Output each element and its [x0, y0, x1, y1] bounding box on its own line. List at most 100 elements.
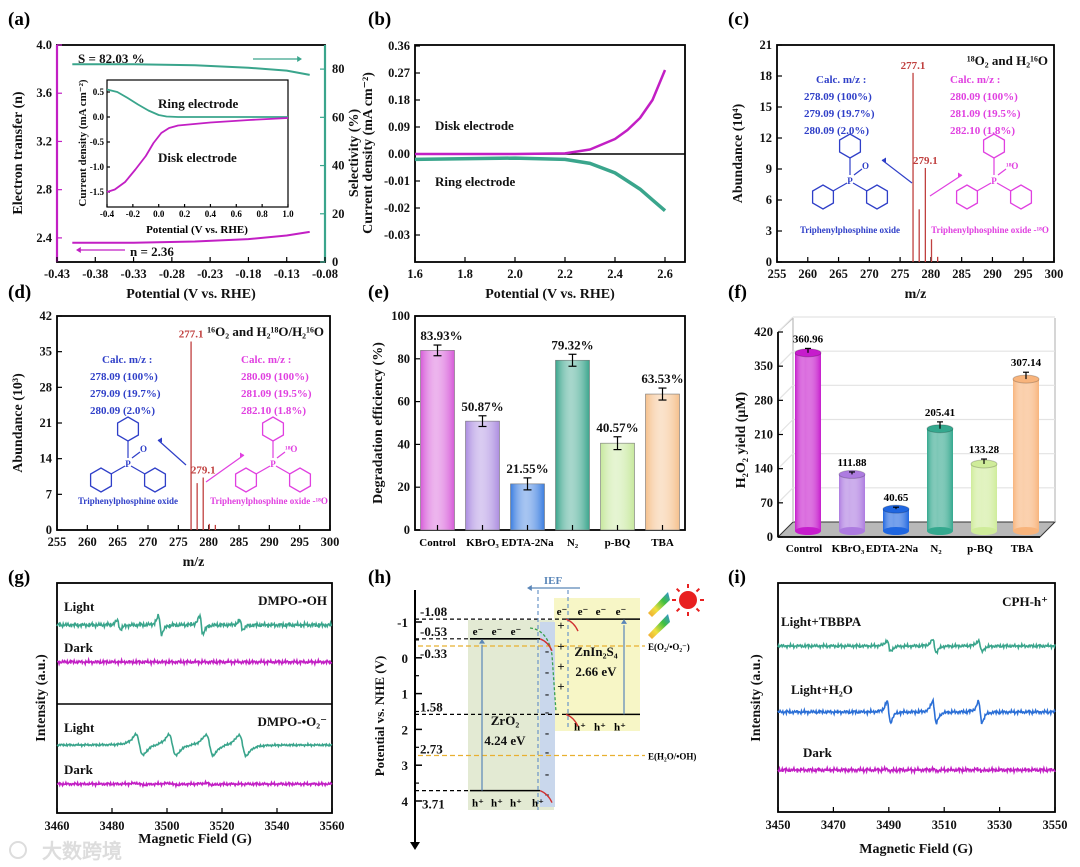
sun-icon: [672, 584, 704, 616]
x-tick-label: 1.6: [407, 267, 423, 281]
redox-value: 2.73: [420, 742, 443, 757]
inset-y-tick-label: 0.5: [93, 87, 105, 97]
inset-y-tick-label: -1.0: [90, 162, 105, 172]
oxygen-atom: ¹⁸O: [1006, 161, 1018, 171]
y-tick-label: 210: [754, 428, 773, 442]
inset-x-tick-label: 0.8: [257, 209, 269, 219]
arrow-head: [479, 638, 485, 644]
x-tick-label: 3510: [932, 818, 957, 832]
interface-region: [540, 622, 555, 807]
y-tick-label: 0: [404, 523, 410, 537]
watermark: 大数跨境: [42, 839, 122, 863]
y-tick-label: 100: [391, 309, 410, 323]
electron-label: e⁻: [492, 626, 503, 638]
cylinder-shading: [971, 463, 997, 531]
x-tick-label: 2.4: [607, 267, 623, 281]
y-tick-label: 60: [332, 110, 345, 124]
arrow-to-molecule: [881, 159, 913, 184]
y-tick-label: 0.09: [388, 120, 410, 134]
negative-charge: -: [545, 766, 549, 781]
inset-y-tick-label: -0.5: [90, 137, 105, 147]
oxygen-atom: ¹⁸O: [285, 444, 297, 454]
light-ray-icon: [648, 614, 670, 639]
selectivity-line: [72, 63, 310, 76]
y-tick-label: 3: [766, 224, 772, 238]
dark-oh-spectrum: [57, 656, 333, 668]
molecule-name-left: Triphenylphosphine oxide: [800, 225, 900, 235]
y-tick-label: 28: [40, 380, 53, 394]
electron-label: e⁻: [473, 626, 484, 638]
panel-label: (f): [728, 282, 747, 303]
x-tick-label: Control: [786, 543, 822, 555]
cylinder-bottom: [795, 527, 821, 535]
dark-label: Dark: [803, 745, 833, 760]
bond: [976, 182, 992, 192]
negative-charge: -: [545, 786, 549, 801]
x-axis-label: Magnetic Field (G): [138, 832, 252, 847]
arrow-to-molecule: [929, 174, 963, 197]
calc-mz-right: 280.09 (100%): [950, 91, 1018, 103]
x-tick-label: 260: [78, 535, 97, 549]
bond: [275, 465, 291, 475]
y-tick-label: 80: [398, 352, 411, 366]
y-axis-label-right: Selectivity (%): [347, 109, 362, 198]
positive-charge: +: [557, 659, 564, 674]
y-axis-label: Degradation efficiency (%): [371, 342, 386, 504]
y-tick-label: 6: [766, 193, 772, 207]
phosphorus-atom: P: [125, 459, 131, 469]
y-tick-label: 14: [40, 452, 53, 466]
phenyl-ring-icon: [982, 133, 1006, 159]
calc-mz-right: 281.09 (19.5%): [950, 108, 1021, 120]
x-tick-label: -0.08: [312, 267, 338, 281]
light-label: Light: [64, 720, 95, 735]
bar-highlight: [555, 359, 590, 531]
y-tick-label: 1: [402, 687, 409, 702]
y-tick-label: 70: [761, 496, 774, 510]
ring-electrode-label: Ring electrode: [158, 96, 238, 111]
cylinder-shading: [839, 474, 865, 531]
y-tick-label: 0.27: [388, 66, 410, 80]
bar-highlight: [465, 420, 500, 531]
x-tick-label: 280: [199, 535, 218, 549]
bond: [996, 182, 1012, 192]
band-bending-icon: [539, 638, 553, 652]
y-tick-label: 280: [754, 393, 773, 407]
double-bond: [997, 168, 1007, 176]
x-tick-label: 255: [48, 535, 67, 549]
y-tick-label: 35: [40, 345, 53, 359]
calc-mz-left: 279.09 (19.7%): [90, 388, 161, 400]
disk-electrode-curve: [415, 69, 667, 156]
calc-mz-right: 280.09 (100%): [241, 371, 309, 383]
gridline: [777, 419, 794, 435]
y-axis-label: H₂O₂ yield (μM): [734, 391, 749, 488]
arrow-to-molecule: [157, 439, 187, 466]
zro2-label: ZrO₂: [491, 713, 520, 728]
inset-x-tick-label: -0.2: [126, 209, 141, 219]
x-axis-label: m/z: [183, 555, 205, 570]
x-tick-label: -0.28: [159, 267, 185, 281]
molecule-name-left: Triphenylphosphine oxide: [78, 496, 178, 506]
y-tick-label: 2: [402, 722, 409, 737]
y-tick-label: 2.4: [36, 231, 52, 245]
y-tick-label: 0.36: [388, 39, 410, 53]
y-tick-label: 80: [332, 62, 345, 76]
bar-value-label: 40.57%: [596, 420, 638, 435]
peak-label: 279.1: [191, 465, 216, 477]
disk-electrode-label: Disk electrode: [158, 150, 237, 165]
x-tick-label: 260: [798, 267, 817, 281]
bar-value-label: 205.41: [925, 407, 955, 419]
phenyl-ring-icon: [261, 416, 285, 442]
cb-value: -1.08: [420, 604, 448, 619]
panel-label: (c): [728, 9, 749, 30]
x-tick-label: 3540: [265, 819, 290, 833]
bar-value-label: 360.96: [793, 333, 824, 345]
y-tick-label: 0.00: [388, 147, 410, 161]
calc-title-right: Calc. m/z :: [950, 74, 1000, 86]
calc-mz-right: 282.10 (1.8%): [241, 405, 306, 417]
plot-frame: [414, 315, 686, 531]
bar-value-label: 63.53%: [641, 371, 683, 386]
x-tick-label: -0.23: [197, 267, 223, 281]
dmpo-o2-title: DMPO-•O₂⁻: [258, 714, 327, 729]
hole-label: h⁺: [614, 721, 626, 733]
x-tick-label: 275: [891, 267, 910, 281]
